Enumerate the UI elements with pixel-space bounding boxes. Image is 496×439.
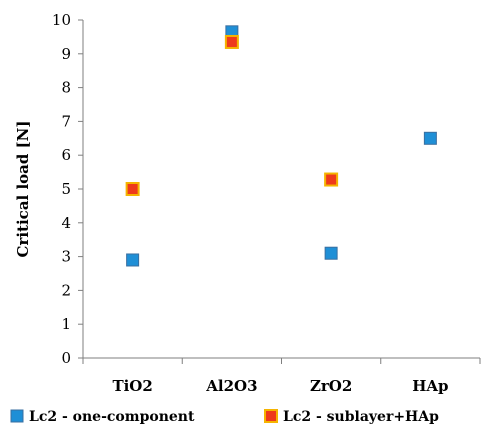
- data-point: [126, 253, 140, 267]
- y-tick-label: 7: [61, 112, 71, 130]
- legend-label: Lc2 - one-component: [29, 409, 195, 425]
- y-tick-label: 1: [61, 315, 71, 333]
- y-tick-label: 2: [61, 281, 71, 299]
- y-axis-title: Critical load [N]: [14, 121, 32, 258]
- data-point: [324, 246, 338, 260]
- series-2: [125, 34, 339, 196]
- x-category-label: Al2O3: [205, 377, 257, 395]
- data-point: [224, 34, 239, 49]
- data-point: [423, 131, 437, 145]
- x-category-label: HAp: [412, 377, 448, 395]
- y-tick-label: 10: [52, 11, 71, 29]
- y-tick-label: 3: [61, 248, 71, 266]
- y-tick-label: 0: [61, 349, 71, 367]
- plot-area: 0 1 2 3 4 5 6 7 8 9 10 TiO2 Al2O3 ZrO2 HAp: [52, 11, 481, 395]
- legend: Lc2 - one-component Lc2 - sublayer+HAp: [10, 409, 439, 425]
- x-category-label: ZrO2: [310, 377, 352, 395]
- y-tick-label: 5: [61, 180, 71, 198]
- y-tick-label: 9: [61, 45, 71, 63]
- y-tick-label: 4: [61, 214, 71, 232]
- data-point: [125, 182, 140, 196]
- legend-swatch: [264, 409, 278, 423]
- x-category-label: TiO2: [112, 377, 152, 395]
- y-tick-label: 6: [61, 146, 71, 164]
- y-tick-label: 8: [61, 79, 71, 97]
- series-1: [126, 25, 437, 267]
- data-point: [324, 172, 339, 187]
- y-axis-title-group: Critical load [N]: [14, 121, 32, 258]
- legend-label: Lc2 - sublayer+HAp: [283, 409, 439, 425]
- legend-swatch: [10, 409, 24, 423]
